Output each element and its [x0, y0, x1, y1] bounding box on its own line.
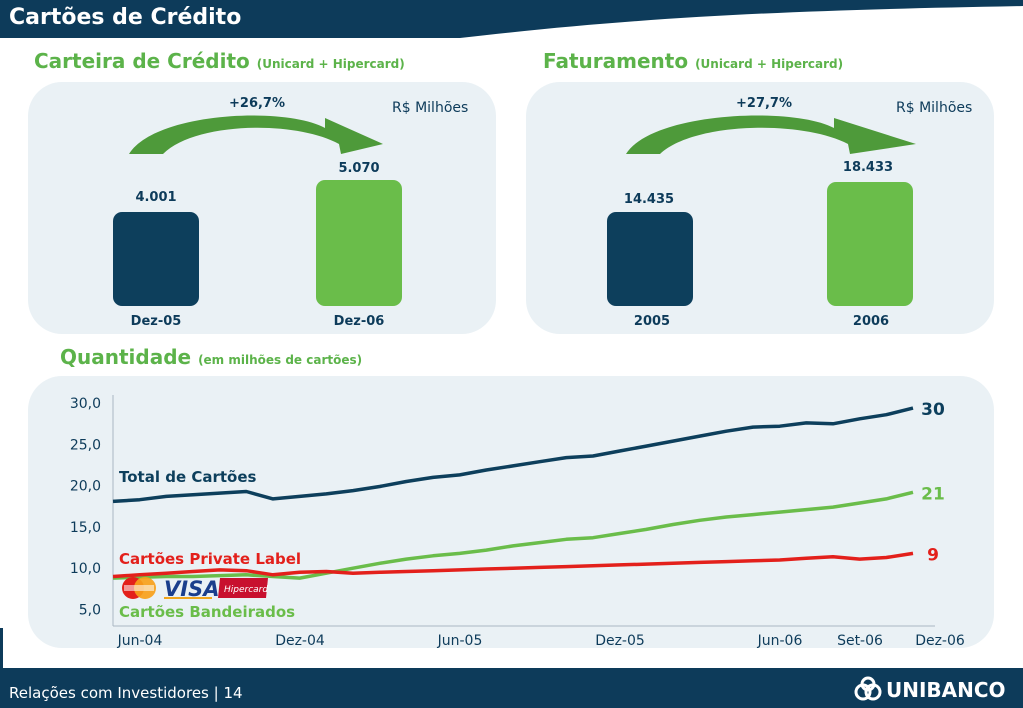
faturamento-bar-2005	[607, 212, 693, 306]
faturamento-bar-value-1: 14.435	[623, 192, 675, 207]
y-tick-label: 5,0	[79, 602, 101, 618]
mastercard-icon	[122, 577, 156, 599]
faturamento-bar-label-1: 2005	[633, 314, 671, 329]
quantidade-subtitle: (em milhões de cartões)	[198, 353, 363, 367]
svg-text:Hipercard: Hipercard	[224, 585, 268, 595]
carteira-bar-value-1: 4.001	[135, 190, 177, 205]
faturamento-bar-value-2: 18.433	[842, 160, 894, 175]
y-tick-label: 15,0	[70, 520, 101, 536]
x-tick-label: Jun-05	[437, 633, 483, 649]
visa-icon: VISA	[164, 577, 219, 601]
series-name-label: Cartões Bandeirados	[119, 603, 295, 621]
carteira-bar-dez06	[316, 180, 402, 306]
series-line-0	[112, 406, 914, 504]
y-tick-label: 25,0	[70, 437, 101, 453]
carteira-unit: R$ Milhões	[392, 100, 469, 116]
quantidade-title: Quantidade (em milhões de cartões)	[60, 345, 362, 369]
faturamento-growth-label: +27,7%	[736, 96, 792, 111]
series-name-label: Total de Cartões	[119, 468, 257, 486]
y-tick-label: 20,0	[70, 479, 101, 495]
carteira-subtitle: (Unicard + Hipercard)	[256, 57, 405, 71]
card-brand-logos: VISA Hipercard	[122, 577, 268, 601]
series-line-2	[112, 551, 914, 579]
carteira-title-text: Carteira de Crédito	[34, 49, 250, 73]
carteira-bar-label-2: Dez-06	[333, 314, 385, 329]
x-tick-label: Dez-05	[595, 633, 645, 649]
quantidade-panel	[28, 376, 994, 648]
left-edge-accent	[0, 628, 3, 670]
carteira-growth-arrow	[129, 115, 383, 154]
unibanco-logo-icon	[854, 676, 882, 701]
series-end-label: 9	[927, 545, 939, 565]
x-tick-label: Dez-06	[915, 633, 965, 649]
faturamento-subtitle: (Unicard + Hipercard)	[695, 57, 844, 71]
x-tick-label: Jun-06	[757, 633, 803, 649]
carteira-title: Carteira de Crédito (Unicard + Hipercard…	[34, 49, 405, 73]
hipercard-icon: Hipercard	[218, 578, 268, 598]
faturamento-growth-arrow	[626, 115, 916, 154]
unibanco-logo-text: UNIBANCO	[886, 678, 1006, 702]
x-tick-label: Set-06	[837, 633, 883, 649]
quantidade-title-text: Quantidade	[60, 345, 192, 369]
header-band	[0, 0, 1023, 38]
faturamento-bar-2006	[827, 182, 913, 306]
series-end-label: 30	[921, 400, 945, 420]
faturamento-unit: R$ Milhões	[896, 100, 973, 116]
page-title: Cartões de Crédito	[9, 5, 242, 30]
faturamento-title-text: Faturamento	[543, 49, 689, 73]
footer-text: Relações com Investidores | 14	[9, 684, 243, 702]
y-tick-label: 10,0	[70, 561, 101, 577]
faturamento-bar-label-2: 2006	[852, 314, 890, 329]
series-end-label: 21	[921, 484, 945, 504]
faturamento-title: Faturamento (Unicard + Hipercard)	[543, 49, 843, 73]
footer-band	[0, 668, 1023, 708]
carteira-bar-dez05	[113, 212, 199, 306]
series-name-label: Cartões Private Label	[119, 550, 301, 568]
carteira-growth-label: +26,7%	[229, 96, 285, 111]
y-tick-label: 30,0	[70, 396, 101, 412]
x-tick-label: Jun-04	[117, 633, 163, 649]
carteira-bar-value-2: 5.070	[338, 161, 380, 176]
carteira-bar-label-1: Dez-05	[130, 314, 182, 329]
series-line-1	[112, 490, 914, 580]
x-tick-label: Dez-04	[275, 633, 325, 649]
